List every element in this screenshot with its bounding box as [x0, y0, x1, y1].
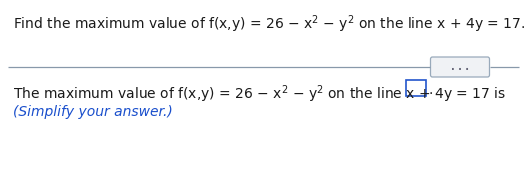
Text: (Simplify your answer.): (Simplify your answer.) [13, 105, 173, 119]
FancyBboxPatch shape [431, 57, 490, 77]
Text: . . .: . . . [451, 62, 469, 72]
Text: The maximum value of f(x,y) = 26 $-$ x$^2$ $-$ y$^2$ on the line x + 4y = 17 is: The maximum value of f(x,y) = 26 $-$ x$^… [13, 83, 506, 105]
Text: .: . [428, 83, 432, 97]
FancyBboxPatch shape [406, 80, 426, 96]
Text: Find the maximum value of f(x,y) = 26 $-$ x$^2$ $-$ y$^2$ on the line x + 4y = 1: Find the maximum value of f(x,y) = 26 $-… [13, 13, 525, 35]
